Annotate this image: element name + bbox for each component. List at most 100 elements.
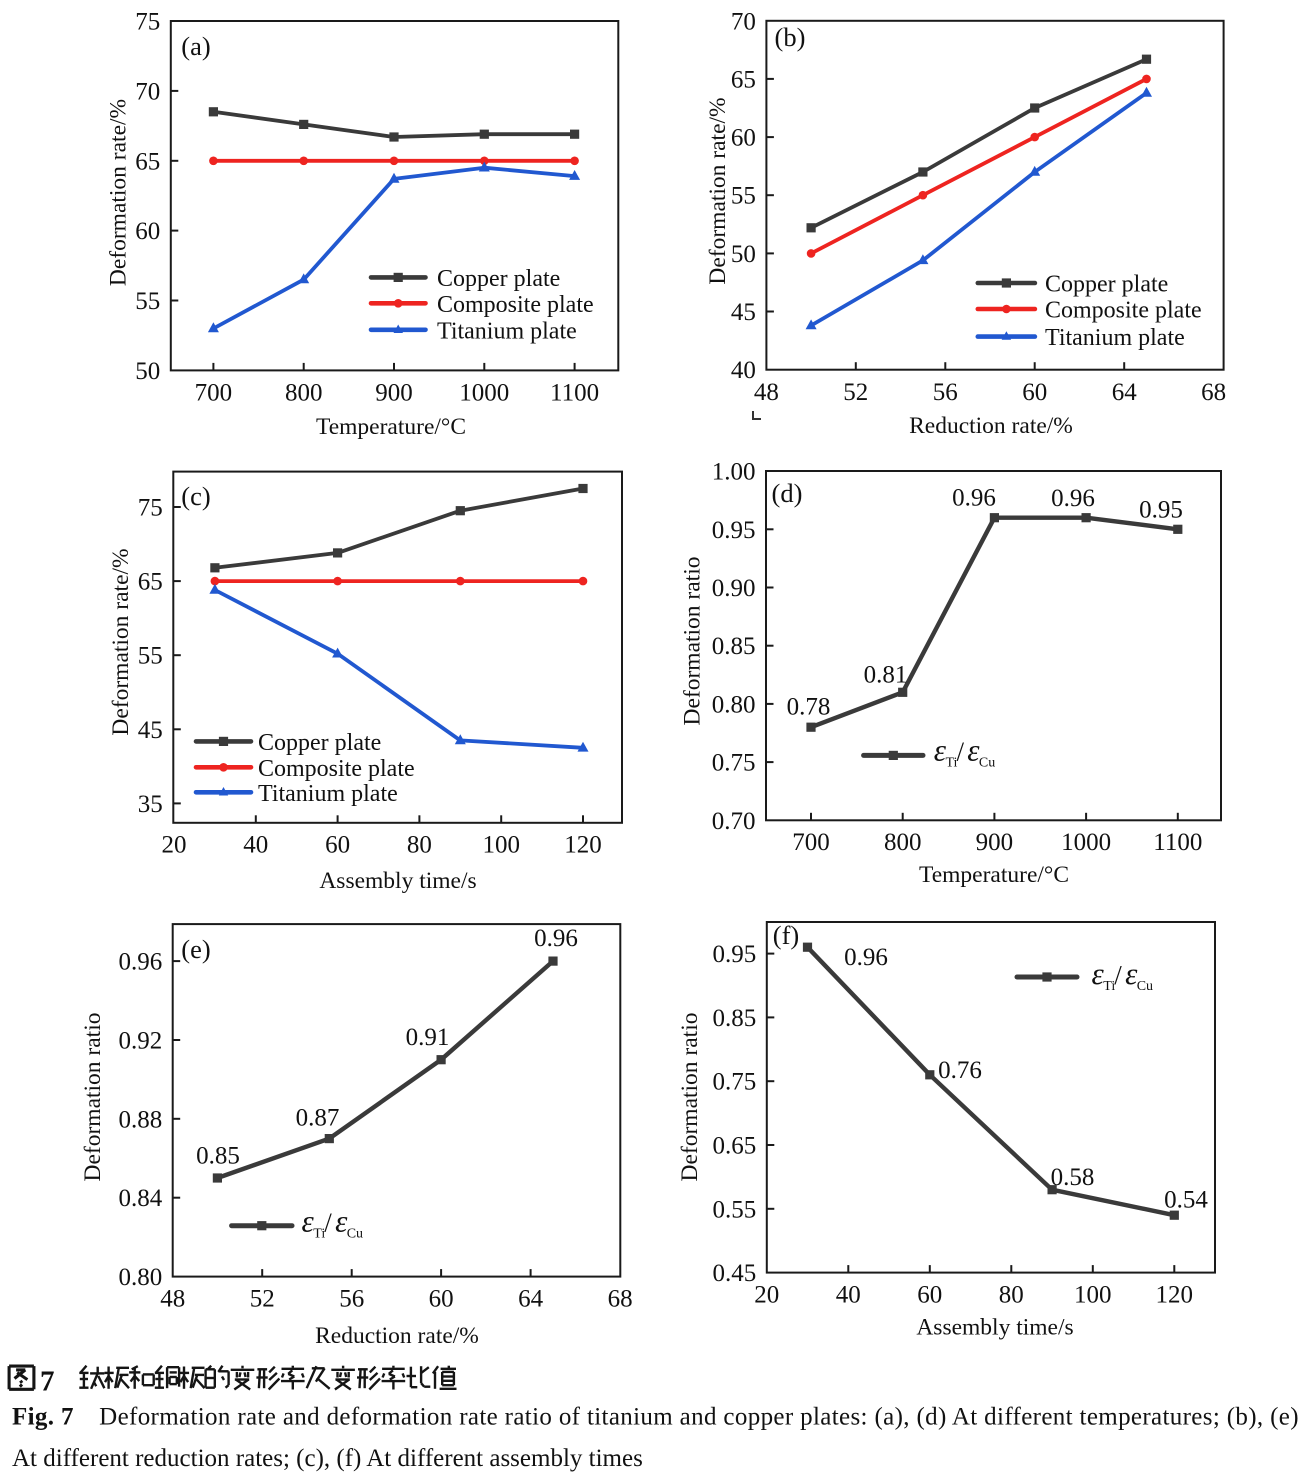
svg-text:700: 700 <box>792 829 830 856</box>
svg-text:80: 80 <box>999 1282 1024 1309</box>
svg-text:1000: 1000 <box>459 380 509 407</box>
svg-text:Cu: Cu <box>979 755 995 770</box>
svg-text:At different reduction rates;: At different reduction rates; (c), (f) A… <box>12 1445 643 1472</box>
svg-text:0.96: 0.96 <box>952 485 996 512</box>
svg-text:700: 700 <box>195 380 233 407</box>
svg-text:100: 100 <box>482 832 520 859</box>
svg-text:Assembly time/s: Assembly time/s <box>916 1315 1073 1341</box>
svg-text:68: 68 <box>1201 379 1226 406</box>
svg-text:800: 800 <box>884 829 922 856</box>
svg-text:Reduction rate/%: Reduction rate/% <box>315 1323 479 1349</box>
svg-text:900: 900 <box>976 829 1014 856</box>
svg-text:120: 120 <box>564 832 602 859</box>
svg-text:48: 48 <box>754 379 779 406</box>
svg-text:900: 900 <box>375 380 413 407</box>
svg-text:Ti: Ti <box>1103 979 1115 994</box>
svg-text:0.95: 0.95 <box>1139 497 1183 524</box>
svg-text:56: 56 <box>933 379 958 406</box>
svg-text:0.87: 0.87 <box>296 1105 340 1132</box>
svg-text:70: 70 <box>135 78 160 105</box>
svg-text:0.75: 0.75 <box>712 750 756 777</box>
svg-text:Titanium plate: Titanium plate <box>1045 325 1185 351</box>
svg-text:Copper plate: Copper plate <box>1045 272 1168 298</box>
svg-text:Deformation ratio: Deformation ratio <box>680 556 706 725</box>
svg-text:Deformation ratio: Deformation ratio <box>80 1012 106 1181</box>
svg-text:Titanium plate: Titanium plate <box>258 781 398 807</box>
svg-text:0.95: 0.95 <box>713 941 757 968</box>
svg-text:0.75: 0.75 <box>713 1069 757 1096</box>
svg-text:0.55: 0.55 <box>713 1196 757 1223</box>
svg-text:75: 75 <box>135 9 160 36</box>
svg-text:60: 60 <box>731 125 756 152</box>
svg-text:1100: 1100 <box>550 380 599 407</box>
svg-text:0.96: 0.96 <box>1051 485 1095 512</box>
svg-text:0.88: 0.88 <box>118 1106 162 1133</box>
svg-text:120: 120 <box>1156 1282 1194 1309</box>
svg-text:52: 52 <box>250 1286 275 1313</box>
svg-text:20: 20 <box>754 1282 779 1309</box>
svg-text:(c): (c) <box>181 481 210 511</box>
svg-text:0.84: 0.84 <box>118 1185 162 1212</box>
svg-text:Fig. 7 Deformation rate and de: Fig. 7 Deformation rate and deformation … <box>12 1404 1299 1431</box>
svg-text:Deformation ratio: Deformation ratio <box>677 1012 703 1181</box>
svg-text:Copper plate: Copper plate <box>437 266 560 292</box>
svg-text:48: 48 <box>160 1286 185 1313</box>
svg-text:45: 45 <box>731 299 756 326</box>
svg-text:ε: ε <box>967 732 980 767</box>
svg-text:Temperature/°C: Temperature/°C <box>316 414 466 440</box>
svg-text:45: 45 <box>138 717 163 744</box>
svg-text:100: 100 <box>1074 1282 1112 1309</box>
svg-text:65: 65 <box>138 569 163 596</box>
svg-text:0.45: 0.45 <box>713 1260 757 1287</box>
svg-text:Composite plate: Composite plate <box>1045 298 1202 324</box>
svg-text:(e): (e) <box>181 934 210 964</box>
svg-text:ε: ε <box>1125 956 1138 991</box>
svg-text:56: 56 <box>339 1286 364 1313</box>
svg-text:Ti: Ti <box>313 1227 325 1242</box>
svg-text:Copper plate: Copper plate <box>258 730 381 756</box>
svg-text:1.00: 1.00 <box>712 459 756 486</box>
svg-text:(b): (b) <box>775 22 806 52</box>
svg-text:ε: ε <box>1092 956 1105 991</box>
svg-text:Composite plate: Composite plate <box>437 292 594 318</box>
svg-text:0.91: 0.91 <box>406 1024 450 1051</box>
svg-text:0.85: 0.85 <box>712 633 756 660</box>
svg-text:0.80: 0.80 <box>712 691 756 718</box>
svg-text:0.92: 0.92 <box>118 1028 162 1055</box>
svg-text:70: 70 <box>731 8 756 35</box>
svg-text:60: 60 <box>917 1282 942 1309</box>
svg-text:55: 55 <box>135 288 160 315</box>
svg-text:1100: 1100 <box>1153 829 1202 856</box>
svg-text:0.85: 0.85 <box>713 1005 757 1032</box>
svg-text:(f): (f) <box>773 920 799 950</box>
svg-text:55: 55 <box>731 183 756 210</box>
svg-text:0.76: 0.76 <box>938 1057 982 1084</box>
svg-text:Deformation rate/%: Deformation rate/% <box>108 548 134 735</box>
svg-text:0.78: 0.78 <box>787 694 831 721</box>
svg-text:Deformation rate/%: Deformation rate/% <box>106 99 132 286</box>
svg-text:52: 52 <box>843 379 868 406</box>
svg-text:60: 60 <box>429 1286 454 1313</box>
svg-text:0.96: 0.96 <box>844 944 888 971</box>
svg-text:0.81: 0.81 <box>864 662 908 689</box>
svg-text:64: 64 <box>1112 379 1138 406</box>
svg-text:75: 75 <box>138 495 163 522</box>
svg-text:800: 800 <box>285 380 323 407</box>
svg-text:68: 68 <box>608 1286 633 1313</box>
svg-text:Ti: Ti <box>946 755 958 770</box>
svg-text:Cu: Cu <box>1137 979 1153 994</box>
svg-text:/: / <box>957 736 965 766</box>
svg-text:Deformation rate/%: Deformation rate/% <box>705 97 731 284</box>
svg-text:ε: ε <box>302 1204 315 1239</box>
svg-text:65: 65 <box>135 148 160 175</box>
svg-text:0.96: 0.96 <box>534 925 578 952</box>
svg-text:60: 60 <box>135 218 160 245</box>
svg-text:(a): (a) <box>181 31 210 61</box>
svg-text:50: 50 <box>135 358 160 385</box>
svg-text:0.96: 0.96 <box>118 949 162 976</box>
svg-text:55: 55 <box>138 643 163 670</box>
svg-text:40: 40 <box>243 832 268 859</box>
svg-text:Temperature/°C: Temperature/°C <box>919 862 1069 888</box>
svg-text:ε: ε <box>934 732 947 767</box>
svg-text:60: 60 <box>325 832 350 859</box>
